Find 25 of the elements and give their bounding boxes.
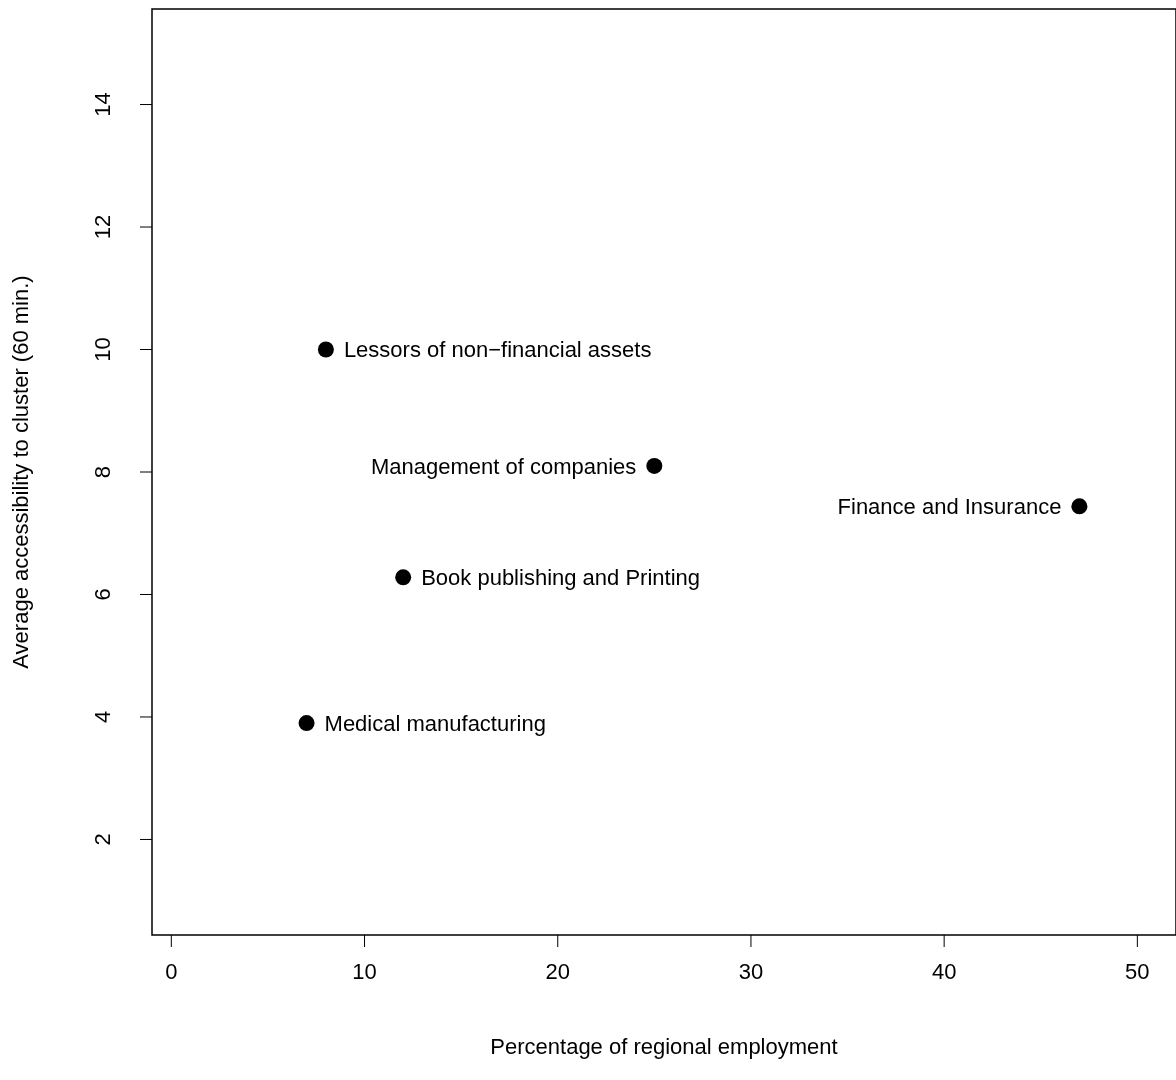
point — [317, 341, 334, 358]
point — [1071, 498, 1088, 515]
annotation: Book publishing and Printing — [421, 565, 701, 591]
point — [395, 569, 412, 586]
x-tick-label: 10 — [352, 959, 377, 984]
y-tick-label: 12 — [90, 214, 115, 240]
y-tick-label: 6 — [90, 588, 115, 601]
annotation: Finance and Insurance — [837, 494, 1062, 520]
x-tick-label: 0 — [165, 959, 178, 984]
x-axis-title: Percentage of regional employment — [490, 1034, 838, 1059]
y-tick-label: 10 — [90, 337, 115, 362]
x-tick-label: 40 — [931, 959, 957, 984]
annotation: Lessors of non−financial assets — [343, 337, 652, 363]
point — [646, 457, 663, 474]
y-axis-title: Average accessibility to cluster (60 min.) — [7, 275, 33, 669]
x-tick-label: 50 — [1125, 959, 1150, 984]
x-tick-label: 30 — [738, 959, 764, 984]
x-tick-label: 20 — [545, 959, 570, 984]
annotation: Medical manufacturing — [324, 710, 546, 736]
point — [298, 715, 315, 732]
y-tick-label: 2 — [90, 833, 115, 846]
annotation: Management of companies — [370, 453, 637, 479]
y-tick-label: 8 — [90, 465, 115, 479]
y-tick-label: 14 — [90, 92, 115, 117]
y-tick-label: 4 — [90, 710, 115, 724]
